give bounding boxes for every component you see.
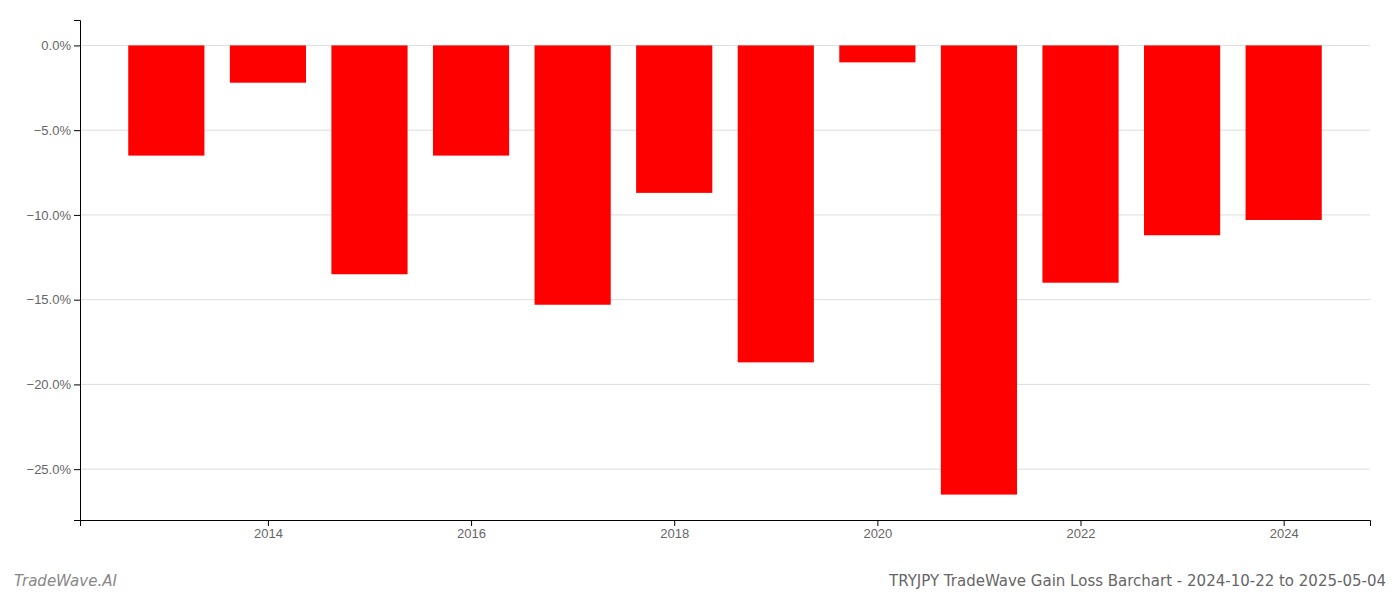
x-tick-label: 2022 xyxy=(1067,526,1096,541)
chart: 0.0%−5.0%−10.0%−15.0%−20.0%−25.0%2014201… xyxy=(0,0,1400,600)
title: TRYJPY TradeWave Gain Loss Barchart - 20… xyxy=(888,572,1386,590)
grid-line xyxy=(80,384,1370,385)
x-tick: 2022 xyxy=(1067,520,1096,541)
y-tick-mark xyxy=(74,45,80,46)
grid-line xyxy=(80,469,1370,470)
plot: 0.0%−5.0%−10.0%−15.0%−20.0%−25.0%2014201… xyxy=(27,21,1371,542)
watermark: TradeWave.AI xyxy=(14,572,117,590)
bar xyxy=(738,45,814,362)
y-tick-label: −25.0% xyxy=(27,462,72,477)
x-tick-mark xyxy=(674,520,675,526)
x-tick-mark xyxy=(1081,520,1082,526)
bars xyxy=(128,45,1322,494)
x-axis-line xyxy=(81,521,1371,527)
x-tick-label: 2014 xyxy=(254,526,283,541)
y-tick-mark xyxy=(74,384,80,385)
x-tick-mark xyxy=(471,520,472,526)
x-tick-label: 2020 xyxy=(863,526,892,541)
y-tick-label: −10.0% xyxy=(27,208,72,223)
y-tick: −10.0% xyxy=(27,208,80,223)
grid-line xyxy=(80,299,1370,300)
y-tick: −15.0% xyxy=(27,292,80,307)
x-tick: 2014 xyxy=(254,520,283,541)
y-tick-mark xyxy=(74,300,80,301)
y-tick-label: −20.0% xyxy=(27,377,72,392)
bar xyxy=(331,45,407,274)
x-tick: 2024 xyxy=(1270,520,1299,541)
bar xyxy=(230,45,306,82)
y-tick: −20.0% xyxy=(27,377,80,392)
y-axis: 0.0% −5.0% −10.0% −15.0% −20.0% −25.0% xyxy=(27,21,81,521)
y-axis-line xyxy=(74,21,81,521)
x-tick: 2018 xyxy=(660,520,689,541)
x-tick-label: 2024 xyxy=(1270,526,1299,541)
bar xyxy=(535,45,611,304)
bar xyxy=(128,45,204,155)
y-tick: 0.0% xyxy=(41,38,80,53)
bar xyxy=(1042,45,1118,282)
x-tick-mark xyxy=(1284,520,1285,526)
x-tick-label: 2016 xyxy=(457,526,486,541)
x-tick-mark xyxy=(877,520,878,526)
x-tick: 2016 xyxy=(457,520,486,541)
x-tick: 2020 xyxy=(863,520,892,541)
x-tick-label: 2018 xyxy=(660,526,689,541)
y-tick: −5.0% xyxy=(34,123,80,138)
y-tick-label: −5.0% xyxy=(34,123,72,138)
bar xyxy=(839,45,915,62)
bar xyxy=(941,45,1017,494)
bar xyxy=(636,45,712,192)
y-tick-mark xyxy=(74,215,80,216)
y-tick: −25.0% xyxy=(27,462,80,477)
y-tick-label: 0.0% xyxy=(41,38,71,53)
x-axis: 2014 2016 2018 2020 2022 2024 xyxy=(81,520,1371,541)
bar xyxy=(1246,45,1322,220)
y-tick-mark xyxy=(74,130,80,131)
y-tick-mark xyxy=(74,469,80,470)
grid xyxy=(80,45,1370,469)
bar xyxy=(1144,45,1220,235)
x-tick-mark xyxy=(268,520,269,526)
y-tick-label: −15.0% xyxy=(27,292,72,307)
bar xyxy=(433,45,509,155)
